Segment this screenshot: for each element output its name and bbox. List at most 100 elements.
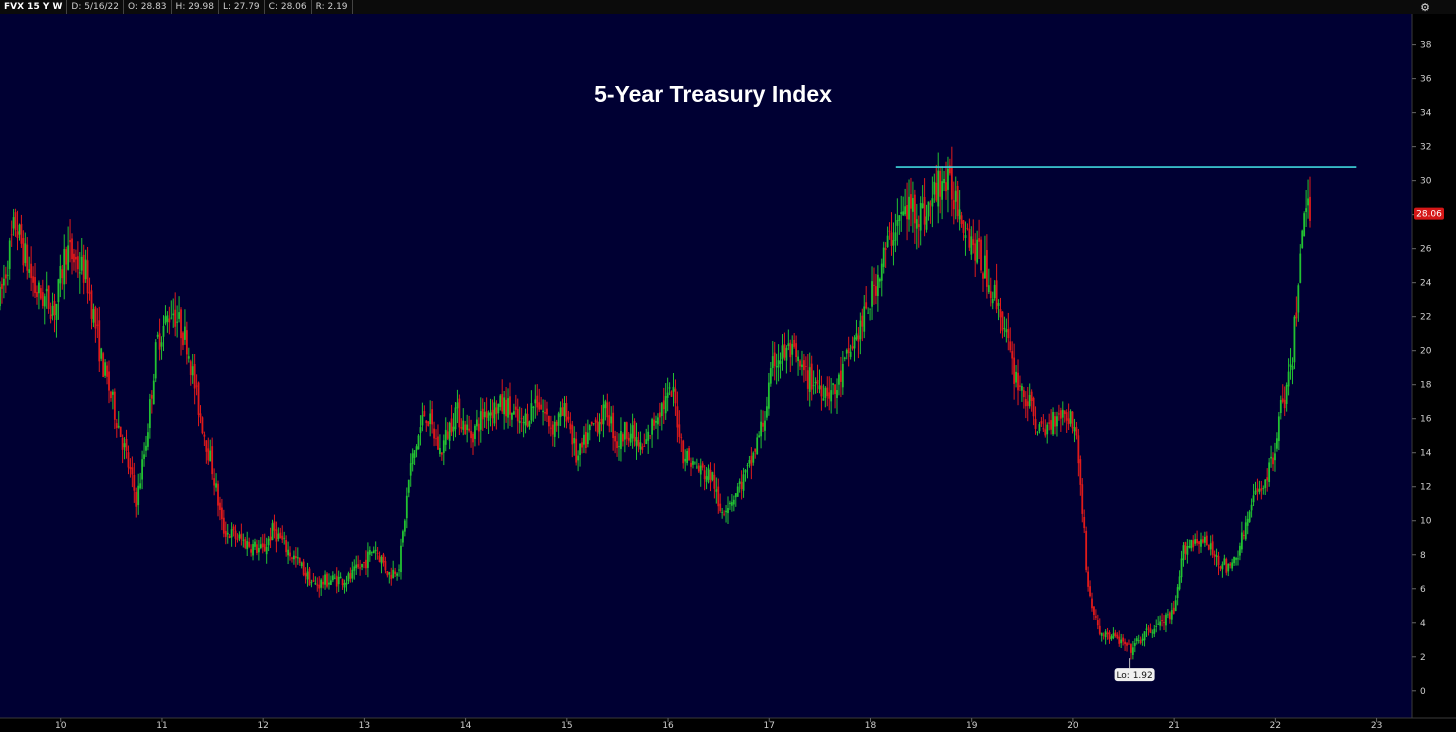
candle-body — [232, 526, 235, 531]
candle-body — [771, 356, 774, 368]
candle-body — [337, 576, 340, 585]
candle-body — [586, 432, 589, 445]
candle-body — [777, 360, 780, 368]
candle-body — [1040, 421, 1043, 424]
candle-body — [296, 557, 299, 559]
candle-body — [569, 423, 572, 430]
candle-body — [1015, 371, 1017, 383]
candle-body — [102, 353, 105, 377]
candle-body — [783, 344, 786, 358]
candle-body — [614, 436, 616, 442]
candle-body — [1202, 539, 1204, 543]
candle-body — [164, 316, 167, 324]
candle-body — [921, 203, 924, 209]
y-tick-label: 26 — [1420, 245, 1432, 255]
candle-body — [674, 388, 677, 404]
gear-icon[interactable]: ⚙ — [1420, 1, 1430, 14]
candle-body — [1180, 558, 1183, 578]
candle-body — [193, 364, 196, 389]
candle-body — [442, 440, 445, 453]
candle-body — [279, 532, 282, 539]
candle-body — [980, 239, 982, 271]
candle-body — [470, 431, 472, 439]
y-tick-label: 24 — [1420, 279, 1432, 289]
candle-body — [474, 425, 476, 439]
candle-body — [629, 433, 632, 443]
candle-body — [98, 320, 101, 362]
candle-body — [1176, 587, 1179, 599]
candle-body — [86, 260, 89, 294]
symbol-label[interactable]: FVX 15 Y W — [0, 0, 68, 14]
candle-body — [900, 212, 903, 214]
candle-body — [228, 536, 231, 538]
candle-body — [692, 461, 694, 465]
candle-body — [861, 315, 864, 327]
plot-area[interactable] — [0, 14, 1412, 718]
candle-body — [1058, 413, 1060, 415]
candle-body — [6, 274, 9, 276]
candle-body — [162, 325, 165, 337]
candle-body — [390, 574, 393, 580]
candle-body — [803, 360, 805, 371]
candle-body — [732, 499, 735, 505]
candle-body — [956, 185, 959, 217]
candle-body — [672, 386, 675, 392]
candle-body — [1205, 535, 1208, 545]
candle-body — [734, 493, 737, 498]
range-readout: R: 2.19 — [312, 0, 353, 14]
candle-body — [970, 236, 973, 255]
candle-body — [1190, 539, 1193, 549]
candle-body — [1007, 329, 1010, 339]
candle-body — [843, 357, 846, 359]
candle-body — [952, 200, 955, 210]
candle-body — [590, 421, 593, 425]
candle-body — [80, 256, 83, 271]
candle-body — [773, 352, 776, 367]
candle-body — [1034, 418, 1037, 429]
candle-body — [310, 582, 313, 584]
candle-body — [291, 557, 293, 559]
candle-body — [542, 410, 544, 413]
candle-body — [230, 529, 233, 538]
candle-body — [643, 445, 646, 447]
candle-body — [254, 541, 256, 547]
candle-body — [775, 366, 778, 368]
candle-body — [308, 568, 311, 586]
candle-body — [353, 566, 356, 571]
candle-body — [694, 462, 696, 464]
candle-body — [579, 443, 581, 455]
candle-body — [485, 411, 488, 418]
candle-body — [271, 523, 274, 540]
candle-body — [904, 206, 907, 215]
candle-body — [57, 279, 60, 303]
candle-body — [1149, 628, 1152, 633]
candle-body — [516, 408, 519, 422]
candle-body — [444, 429, 447, 445]
y-tick-label: 4 — [1420, 619, 1426, 629]
candle-body — [995, 280, 998, 310]
last-price-label: 28.06 — [1416, 210, 1442, 220]
candle-body — [1126, 643, 1128, 646]
candle-body — [797, 356, 799, 361]
candle-body — [1277, 416, 1280, 442]
date-readout: D: 5/16/22 — [67, 0, 124, 14]
candle-body — [446, 431, 449, 439]
candle-body — [553, 421, 556, 437]
candle-body — [38, 282, 40, 294]
candle-body — [655, 420, 657, 423]
candle-body — [372, 550, 375, 554]
candle-body — [890, 232, 893, 246]
candle-body — [660, 403, 663, 417]
candle-body — [1200, 539, 1202, 547]
candle-body — [875, 286, 877, 296]
candle-body — [380, 557, 383, 564]
candle-body — [314, 583, 317, 585]
candle-body — [1172, 607, 1175, 614]
candle-body — [849, 351, 852, 357]
candle-body — [974, 243, 977, 261]
candle-body — [92, 309, 95, 323]
candle-body — [1227, 563, 1230, 572]
candle-body — [366, 551, 369, 568]
candle-body — [830, 390, 833, 402]
